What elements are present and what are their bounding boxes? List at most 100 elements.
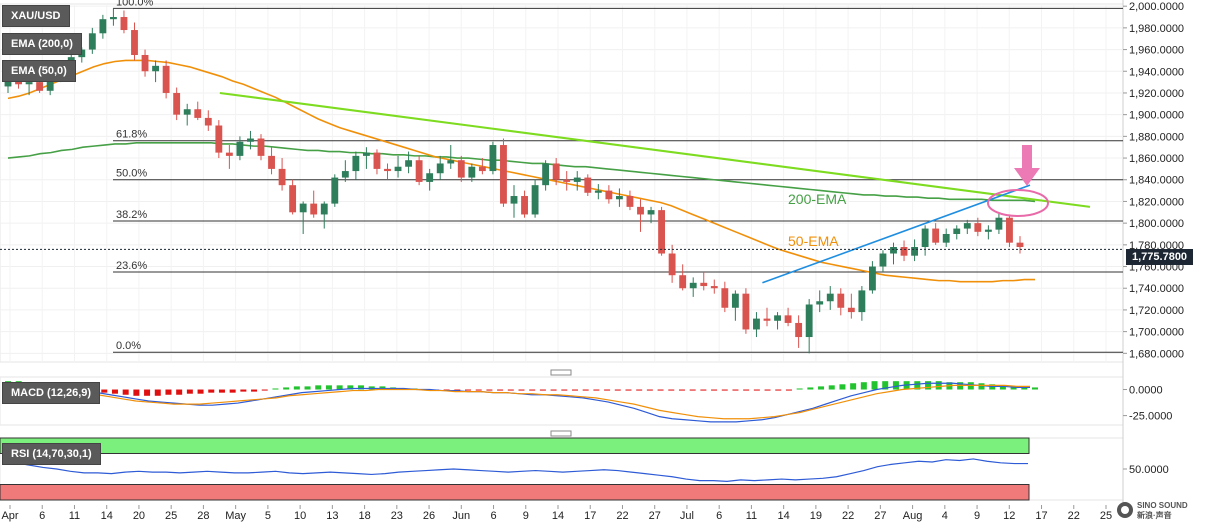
macd-hist-bar (347, 385, 354, 390)
candle-body (795, 322, 803, 338)
x-tick-label: 18 (358, 510, 370, 522)
ema200-legend[interactable]: EMA (200,0) (2, 33, 82, 55)
macd-hist-bar (261, 389, 268, 391)
macd-hist-bar (561, 389, 568, 391)
macd-hist-bar (475, 389, 482, 391)
rsi-layer (0, 437, 1030, 501)
y-tick-label: 1,820.0000 (1129, 196, 1184, 208)
candle-body (900, 247, 908, 256)
macd-hist-bar (764, 389, 771, 391)
ema50-legend[interactable]: EMA (50,0) (2, 60, 76, 82)
candle-body (362, 152, 370, 156)
candle-body (984, 229, 992, 232)
x-tick-label: Apr (1, 510, 18, 522)
candle-body (141, 54, 149, 72)
macd-hist-bar (646, 389, 653, 391)
macd-signal-line (7, 384, 1030, 420)
fib-label: 0.0% (116, 340, 141, 352)
candle-body (257, 138, 265, 156)
candle-body (689, 282, 697, 289)
y-tick-label: 1,840.0000 (1129, 175, 1184, 187)
x-tick-label: Jun (452, 510, 470, 522)
x-tick-label: 17 (1035, 510, 1047, 522)
macd-hist-bar (315, 385, 322, 390)
candle-body (921, 228, 929, 248)
macd-hist-bar (176, 389, 183, 395)
candle-body (194, 109, 202, 118)
macd-hist-bar (1021, 387, 1028, 390)
x-tick-label: 25 (165, 510, 177, 522)
candle-body (995, 217, 1003, 230)
macd-hist-bar (935, 381, 942, 390)
candle-body (436, 163, 444, 174)
y-tick-label: 1,740.0000 (1129, 283, 1184, 295)
macd-hist-bar (507, 389, 514, 391)
macd-hist-bar (144, 389, 151, 396)
candle-body (46, 76, 54, 91)
candle-body (911, 247, 919, 256)
macd-hist-bar (711, 389, 718, 391)
candle-body (626, 196, 634, 207)
svg-text:新浪·声音: 新浪·声音 (1137, 510, 1172, 520)
descending-trendline (219, 91, 1091, 208)
x-tick-label: 23 (391, 510, 403, 522)
candle-body (868, 266, 876, 291)
candle-body (932, 228, 940, 243)
candle-body (637, 206, 644, 215)
candle-body (879, 253, 887, 267)
candle-body (963, 223, 971, 229)
macd-hist-bar (743, 389, 750, 391)
rsi-overbought-zone (0, 437, 1030, 454)
macd-hist-bar (111, 389, 118, 394)
candle-body (310, 203, 318, 215)
x-tick-label: 12 (1003, 510, 1015, 522)
highlight-ellipse (987, 189, 1049, 217)
macd-hist-bar (636, 389, 643, 391)
macd-hist-bar (828, 385, 835, 390)
candle-body (36, 82, 44, 91)
candle-body (1016, 242, 1024, 248)
candle-body (468, 166, 476, 178)
candle-body (247, 138, 254, 142)
x-tick-label: 6 (39, 510, 45, 522)
macd-hist-bar (914, 381, 921, 390)
candle-body (320, 203, 328, 215)
svg-text:SINO SOUND: SINO SOUND (1137, 501, 1188, 510)
y-tick-label: 1,680.0000 (1129, 348, 1184, 360)
macd-hist-bar (550, 389, 557, 391)
y-tick-label: 1,920.0000 (1129, 88, 1184, 100)
macd-hist-bar (753, 389, 760, 391)
x-tick-label: 14 (778, 510, 790, 522)
macd-hist-bar (325, 385, 332, 390)
macd-label[interactable]: MACD (12,26,9) (2, 382, 101, 404)
candle-body (753, 318, 760, 330)
macd-hist-bar (486, 389, 493, 391)
macd-hist-bar (818, 386, 825, 390)
candle-body (552, 163, 560, 180)
x-tick-label: 22 (616, 510, 628, 522)
y-tick-label: 2,000.0000 (1129, 1, 1184, 13)
candle-body (204, 117, 212, 126)
candle-body (236, 141, 244, 156)
candle-body (289, 185, 297, 213)
y-tick-label: 1,900.0000 (1129, 110, 1184, 122)
x-tick-label: Aug (903, 510, 923, 522)
candle-body (278, 168, 286, 186)
macd-hist-bar (240, 389, 247, 392)
last-price-tag: 1,775.7800 (1126, 249, 1194, 265)
macd-hist-bar (186, 389, 193, 394)
y-tick-label: 1,960.0000 (1129, 45, 1184, 57)
rsi-label[interactable]: RSI (14,70,30,1) (2, 443, 101, 465)
candle-body (215, 125, 223, 153)
candle-body (415, 160, 423, 182)
candle-body (173, 92, 181, 115)
y-tick-label: 1,980.0000 (1129, 23, 1184, 35)
symbol-label[interactable]: XAU/USD (2, 5, 70, 27)
candle-body (131, 30, 138, 55)
macd-hist-bar (614, 389, 621, 391)
fib-layer: 100.0% 61.8% 50.0% 38.2% 23.6% 0.0% (113, 0, 1123, 353)
candle-body (774, 315, 781, 321)
x-tick-label: 11 (69, 510, 80, 522)
macd-hist-bar (454, 389, 461, 391)
candle-body (120, 17, 128, 31)
